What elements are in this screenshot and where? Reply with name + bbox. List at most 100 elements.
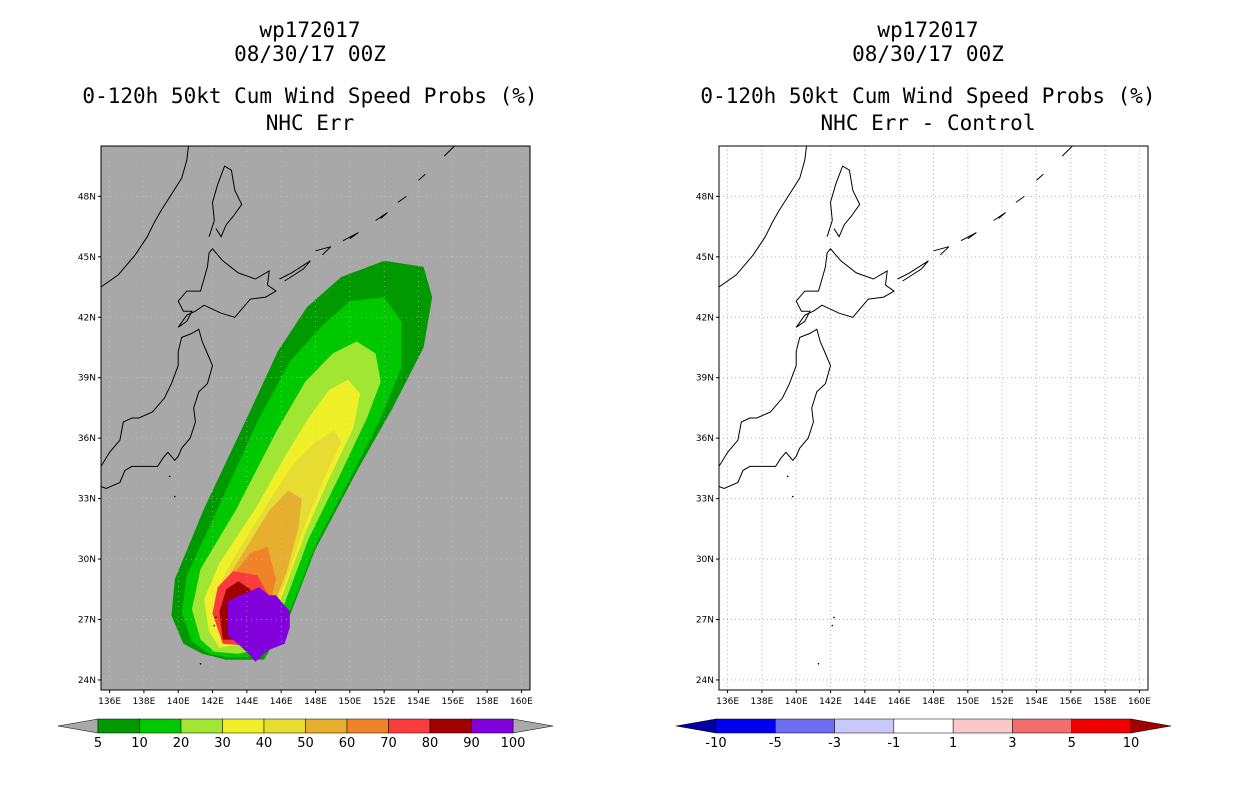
x-tick-label: 138E bbox=[750, 697, 773, 707]
coastline-sakhalin bbox=[826, 165, 861, 238]
colorbar-label: 10 bbox=[1123, 736, 1140, 751]
x-tick-label: 146E bbox=[888, 697, 911, 707]
colorbar-swatch bbox=[893, 718, 954, 734]
colorbar-label: 90 bbox=[463, 736, 480, 751]
y-tick-label: 45N bbox=[696, 253, 714, 263]
y-tick-label: 24N bbox=[78, 676, 96, 686]
coastline-kuril-islands bbox=[342, 232, 359, 242]
colorbar-label: 20 bbox=[173, 736, 190, 751]
x-tick-label: 160E bbox=[510, 697, 533, 707]
coastline-kuril-islands bbox=[933, 246, 950, 256]
y-tick-label: 42N bbox=[78, 313, 96, 323]
island-dot bbox=[791, 495, 794, 498]
x-tick-label: 146E bbox=[270, 697, 293, 707]
y-tick-label: 42N bbox=[696, 313, 714, 323]
colorbar-swatch bbox=[222, 718, 265, 734]
colorbar-label: -5 bbox=[769, 736, 782, 751]
coastline-sakhalin bbox=[208, 165, 243, 238]
coastline-mainland bbox=[719, 146, 807, 288]
colorbar-under-triangle bbox=[675, 718, 717, 734]
right-panel-title: wp172017 08/30/17 00Z 0-120h 50kt Cum Wi… bbox=[618, 18, 1236, 135]
island-dot bbox=[786, 475, 789, 478]
coastline-kuril-islands bbox=[993, 212, 1006, 221]
colorbar-label: 5 bbox=[1068, 736, 1076, 751]
colorbar-label: 1 bbox=[949, 736, 957, 751]
colorbar-label: 30 bbox=[214, 736, 231, 751]
right-subtitle: NHC Err - Control bbox=[820, 111, 1036, 135]
colorbar-label: 100 bbox=[501, 736, 526, 751]
colorbar-swatch bbox=[97, 718, 140, 734]
right-product: 0-120h 50kt Cum Wind Speed Probs (%) bbox=[700, 84, 1156, 108]
y-tick-label: 48N bbox=[78, 192, 96, 202]
y-tick-label: 33N bbox=[696, 495, 714, 505]
x-tick-label: 156E bbox=[441, 697, 464, 707]
left-product: 0-120h 50kt Cum Wind Speed Probs (%) bbox=[82, 84, 538, 108]
x-tick-label: 152E bbox=[373, 697, 396, 707]
coastline-kuril-islands bbox=[375, 212, 388, 221]
y-tick-label: 27N bbox=[78, 615, 96, 625]
coastline-kuril-islands bbox=[418, 173, 426, 181]
coastline-hokkaido bbox=[795, 248, 895, 328]
x-tick-label: 150E bbox=[956, 697, 979, 707]
x-tick-label: 152E bbox=[991, 697, 1014, 707]
coastline-kuril-islands bbox=[897, 260, 929, 282]
y-tick-label: 27N bbox=[696, 615, 714, 625]
x-tick-label: 140E bbox=[785, 697, 808, 707]
right-colorbar: -10 -5 -3 -1 1 3 5 10 bbox=[675, 718, 1172, 751]
x-tick-label: 144E bbox=[235, 697, 258, 707]
colorbar-swatch bbox=[346, 718, 389, 734]
x-tick-label: 160E bbox=[1128, 697, 1151, 707]
x-tick-label: 142E bbox=[819, 697, 842, 707]
left-map-panel: 136E 138E 140E 142E 144E 146E 148E 150E 152E 154E… bbox=[78, 145, 533, 707]
colorbar-label: 40 bbox=[256, 736, 273, 751]
island-dot bbox=[173, 495, 176, 498]
x-tick-label: 136E bbox=[716, 697, 739, 707]
contour-90 bbox=[228, 587, 290, 662]
colorbar-swatch bbox=[952, 718, 1013, 734]
colorbar-swatch bbox=[429, 718, 472, 734]
colorbar-label: -10 bbox=[705, 736, 726, 751]
x-tick-label: 158E bbox=[1094, 697, 1117, 707]
y-tick-label: 48N bbox=[696, 192, 714, 202]
island-dot bbox=[215, 616, 217, 619]
colorbar-swatch bbox=[834, 718, 895, 734]
colorbar-label: 5 bbox=[94, 736, 102, 751]
left-storm-id: wp172017 bbox=[259, 18, 361, 42]
x-tick-label: 142E bbox=[201, 697, 224, 707]
colorbar-label: 3 bbox=[1008, 736, 1016, 751]
y-tick-label: 39N bbox=[78, 374, 96, 384]
left-panel-title: wp172017 08/30/17 00Z 0-120h 50kt Cum Wi… bbox=[0, 18, 620, 135]
coastline-honshu bbox=[719, 328, 832, 490]
colorbar-label: -3 bbox=[828, 736, 841, 751]
coastline-kuril-islands bbox=[1061, 146, 1073, 157]
colorbar-label: -1 bbox=[887, 736, 900, 751]
colorbar-over-triangle bbox=[1130, 718, 1172, 734]
colorbar-swatch bbox=[715, 718, 776, 734]
island-dot bbox=[213, 624, 216, 627]
x-tick-label: 138E bbox=[132, 697, 155, 707]
y-tick-label: 39N bbox=[696, 374, 714, 384]
right-date: 08/30/17 00Z bbox=[852, 42, 1004, 66]
x-tick-label: 156E bbox=[1059, 697, 1082, 707]
left-subtitle: NHC Err bbox=[265, 111, 355, 135]
colorbar-swatch bbox=[1012, 718, 1072, 734]
island-dot bbox=[817, 663, 820, 665]
colorbar-swatch bbox=[139, 718, 182, 734]
coastline-hokkaido bbox=[177, 248, 277, 328]
x-tick-label: 140E bbox=[167, 697, 190, 707]
colorbar-label: 70 bbox=[380, 736, 397, 751]
colorbar-swatch bbox=[1071, 718, 1132, 734]
x-tick-label: 154E bbox=[407, 697, 430, 707]
colorbar-label: 50 bbox=[297, 736, 314, 751]
x-tick-label: 148E bbox=[922, 697, 945, 707]
colorbar-swatch bbox=[388, 718, 431, 734]
colorbar-under-triangle bbox=[57, 718, 99, 734]
colorbar-swatch bbox=[263, 718, 306, 734]
x-tick-label: 136E bbox=[98, 697, 121, 707]
colorbar-swatch bbox=[775, 718, 835, 734]
coastline-kuril-islands bbox=[443, 146, 455, 157]
y-tick-label: 45N bbox=[78, 253, 96, 263]
x-tick-label: 144E bbox=[853, 697, 876, 707]
coastline-kuril-islands bbox=[1015, 195, 1025, 203]
